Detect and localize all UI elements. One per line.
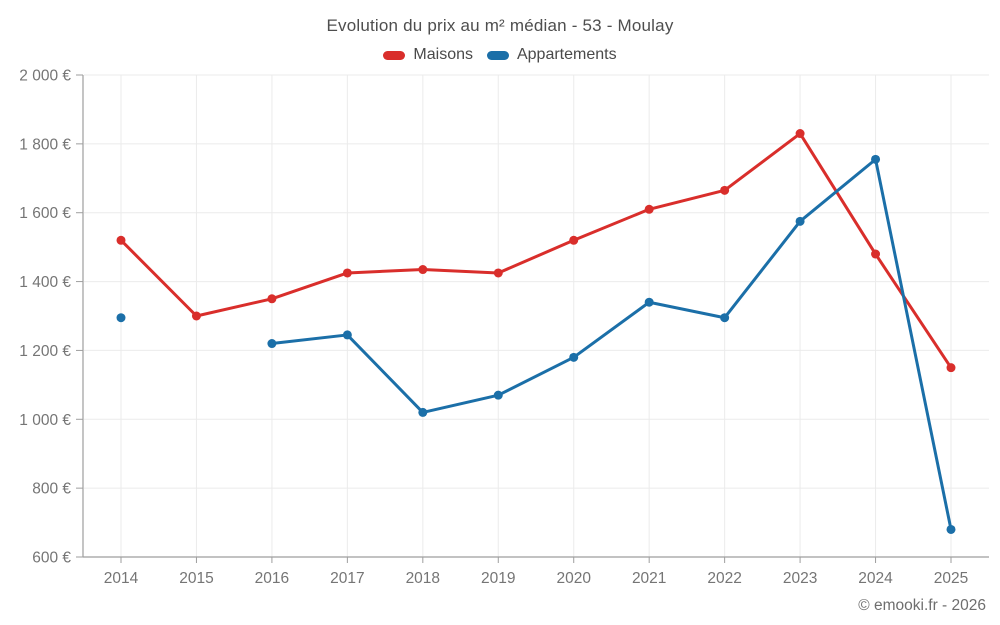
x-tick-label: 2025 bbox=[934, 570, 968, 587]
y-tick-label: 600 € bbox=[32, 550, 71, 567]
x-tick-label: 2021 bbox=[632, 570, 666, 587]
x-tick-label: 2016 bbox=[255, 570, 289, 587]
credit-text: © emooki.fr - 2026 bbox=[858, 597, 986, 614]
maisons-point-2022[interactable] bbox=[720, 185, 730, 195]
x-tick-label: 2018 bbox=[406, 570, 440, 587]
maisons-point-2014[interactable] bbox=[116, 235, 126, 245]
maisons-point-2025[interactable] bbox=[946, 363, 956, 373]
legend: Maisons Appartements bbox=[0, 46, 1000, 64]
maisons-point-2023[interactable] bbox=[795, 129, 805, 139]
y-tick-label: 1 600 € bbox=[19, 205, 71, 222]
x-tick-label: 2024 bbox=[858, 570, 893, 587]
chart-title: Evolution du prix au m² médian - 53 - Mo… bbox=[326, 16, 674, 35]
x-tick-label: 2017 bbox=[330, 570, 364, 587]
y-tick-label: 1 400 € bbox=[19, 274, 71, 291]
appartements-point-2016[interactable] bbox=[267, 339, 277, 349]
maisons-point-2018[interactable] bbox=[418, 265, 428, 275]
maisons-point-2019[interactable] bbox=[493, 268, 503, 278]
appartements-point-2021[interactable] bbox=[644, 297, 654, 307]
maisons-point-2024[interactable] bbox=[871, 249, 881, 259]
legend-swatch-maisons bbox=[383, 50, 406, 60]
maisons-line bbox=[119, 132, 953, 370]
x-tick-label: 2022 bbox=[707, 570, 741, 587]
appartements-point-2025[interactable] bbox=[946, 524, 956, 534]
appartements-point-2023[interactable] bbox=[795, 216, 805, 226]
x-tick-label: 2019 bbox=[481, 570, 515, 587]
appartements-point-2024[interactable] bbox=[871, 154, 881, 164]
appartements-point-2018[interactable] bbox=[418, 407, 428, 417]
legend-item-appartements[interactable]: Appartements bbox=[486, 46, 617, 64]
x-tick-label: 2020 bbox=[556, 570, 591, 587]
maisons-point-2015[interactable] bbox=[191, 311, 201, 321]
y-tick-label: 1 800 € bbox=[19, 136, 71, 153]
appartements-point-2014[interactable] bbox=[116, 313, 126, 323]
y-tick-label: 1 000 € bbox=[19, 412, 71, 429]
appartements-point-2019[interactable] bbox=[493, 390, 503, 400]
legend-label-maisons: Maisons bbox=[413, 46, 473, 63]
maisons-point-2021[interactable] bbox=[644, 204, 654, 214]
maisons-point-2016[interactable] bbox=[267, 294, 277, 304]
x-tick-label: 2014 bbox=[104, 570, 139, 587]
appartements-point-2017[interactable] bbox=[342, 330, 352, 340]
appartements-point-2020[interactable] bbox=[569, 352, 579, 362]
y-tick-label: 2 000 € bbox=[19, 68, 71, 85]
y-tick-label: 800 € bbox=[32, 481, 71, 498]
x-tick-label: 2015 bbox=[179, 570, 213, 587]
y-tick-label: 1 200 € bbox=[19, 343, 71, 360]
maisons-point-2017[interactable] bbox=[342, 268, 352, 278]
appartements-line bbox=[270, 157, 953, 531]
legend-swatch-appartements bbox=[486, 50, 509, 60]
legend-label-appartements: Appartements bbox=[516, 46, 617, 63]
x-tick-label: 2023 bbox=[783, 570, 817, 587]
maisons-point-2020[interactable] bbox=[569, 235, 579, 245]
legend-item-maisons[interactable]: Maisons bbox=[383, 46, 473, 64]
appartements-point-2022[interactable] bbox=[720, 313, 730, 323]
